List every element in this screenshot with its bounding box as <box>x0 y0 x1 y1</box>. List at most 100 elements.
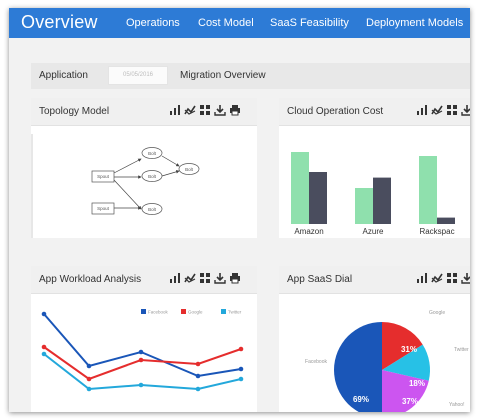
point-twitter-3 <box>138 382 144 388</box>
bar-azure-1 <box>355 188 373 224</box>
nav-cost-model[interactable]: Cost Model <box>198 17 254 29</box>
cloud-cost-card-header: Cloud Operation Cost <box>279 98 470 126</box>
migration-overview-label: Migration Overview <box>180 70 266 81</box>
pie-percent-google: 31% <box>401 345 417 354</box>
cloud-cost-chart: Amazon Azure Rackspac <box>291 152 455 236</box>
point-twitter-5 <box>238 376 244 382</box>
grid-icon[interactable] <box>446 272 458 284</box>
point-google-3 <box>138 357 144 363</box>
line-chart-icon[interactable] <box>431 272 443 284</box>
nav-saas-feasibility[interactable]: SaaS Feasibility <box>270 17 349 29</box>
legend-label-twitter: Twitter <box>228 310 242 315</box>
cloud-cost-title: Cloud Operation Cost <box>287 106 384 117</box>
date-field[interactable]: 05/05/2016 <box>108 66 168 85</box>
download-icon[interactable] <box>461 272 470 284</box>
node-bolt-2[interactable]: Bolt <box>141 170 163 182</box>
bar-amazon-2 <box>309 172 327 224</box>
pie-label-facebook: Facebook <box>305 359 327 365</box>
svg-text:Bolt: Bolt <box>148 174 157 179</box>
saas-dial-title: App SaaS Dial <box>287 274 353 285</box>
line-chart-icon[interactable] <box>431 104 443 116</box>
svg-text:Bolt: Bolt <box>148 151 157 156</box>
saas-dial-card: App SaaS Dial 69% 31% 18% 37% Facebook Google… <box>279 266 470 412</box>
pie-percent-yahoo: 37% <box>402 397 418 406</box>
legend-label-google: Google <box>188 310 203 315</box>
bar-amazon-1 <box>291 152 309 224</box>
cloud-cost-card: Cloud Operation Cost Amazon Azure Rackspac <box>279 98 470 238</box>
node-bolt-4[interactable]: Bolt <box>141 203 163 215</box>
point-facebook-1 <box>41 311 47 317</box>
bar-chart-icon[interactable] <box>416 272 428 284</box>
point-facebook-3 <box>138 349 144 355</box>
bar-chart-icon[interactable] <box>169 272 181 284</box>
download-icon[interactable] <box>214 104 226 116</box>
line-chart-icon[interactable] <box>184 104 196 116</box>
print-icon[interactable] <box>229 272 241 284</box>
saas-dial-toolbar <box>416 272 470 284</box>
bar-category-label: Rackspac <box>419 227 454 236</box>
topology-toolbar <box>169 104 241 116</box>
line-facebook <box>43 313 242 378</box>
download-icon[interactable] <box>214 272 226 284</box>
bar-category-label: Amazon <box>294 227 323 236</box>
workload-title: App Workload Analysis <box>39 274 142 285</box>
workload-card-header: App Workload Analysis <box>31 266 257 294</box>
workload-toolbar <box>169 272 241 284</box>
bar-chart-icon[interactable] <box>416 104 428 116</box>
svg-text:Bolt: Bolt <box>148 207 157 212</box>
bar-category-label: Azure <box>363 227 384 236</box>
point-google-4 <box>195 361 201 367</box>
pie-slice-facebook <box>334 322 382 412</box>
legend-swatch-google <box>181 309 186 314</box>
point-twitter-4 <box>195 386 201 392</box>
point-facebook-2 <box>86 363 92 369</box>
node-spout-2[interactable]: Spout <box>91 202 115 215</box>
saas-dial-chart: 69% 31% 18% 37% Facebook Google Twitter Yahoo! <box>305 310 469 412</box>
svg-text:Spout: Spout <box>97 206 110 211</box>
legend-label-facebook: Facebook <box>148 310 169 315</box>
pie-slice-yahoo <box>382 370 429 412</box>
svg-text:Spout: Spout <box>97 174 110 179</box>
legend-swatch-facebook <box>141 309 146 314</box>
pie-slice-twitter <box>382 344 430 381</box>
page-title: Overview <box>21 12 98 32</box>
nav-operations[interactable]: Operations <box>126 17 180 29</box>
node-bolt-1[interactable]: Bolt <box>141 147 163 159</box>
bar-rackspac-2 <box>437 217 455 224</box>
point-facebook-5 <box>238 366 244 372</box>
topology-diagram: Spout Spout Bolt Bolt Bolt Bolt <box>31 134 200 238</box>
topology-title: Topology Model <box>39 106 110 117</box>
top-navigation-bar: Overview Operations Cost Model SaaS Feas… <box>9 8 470 38</box>
pie-label-twitter: Twitter <box>454 347 469 353</box>
point-google-5 <box>238 346 244 352</box>
app-window: Overview Operations Cost Model SaaS Feas… <box>9 8 470 412</box>
application-label: Application <box>39 70 88 81</box>
node-bolt-3[interactable]: Bolt <box>178 163 200 175</box>
svg-text:Bolt: Bolt <box>185 167 194 172</box>
pie-percent-facebook: 69% <box>353 395 369 404</box>
bar-rackspac-1 <box>419 156 437 224</box>
download-icon[interactable] <box>461 104 470 116</box>
point-google-2 <box>86 376 92 382</box>
saas-dial-card-header: App SaaS Dial <box>279 266 470 294</box>
topology-card-header: Topology Model <box>31 98 257 126</box>
pie-label-google: Google <box>429 310 445 316</box>
workload-card: App Workload Analysis Facebook Google Twit… <box>31 266 257 412</box>
legend-swatch-twitter <box>221 309 226 314</box>
grid-icon[interactable] <box>446 104 458 116</box>
point-twitter-2 <box>86 386 92 392</box>
grid-icon[interactable] <box>199 272 211 284</box>
nav-deployment-models[interactable]: Deployment Models <box>366 17 464 29</box>
application-bar: Application 05/05/2016 Migration Overvie… <box>31 63 470 89</box>
point-twitter-1 <box>41 351 47 357</box>
pie-label-yahoo: Yahoo! <box>449 402 464 408</box>
print-icon[interactable] <box>229 104 241 116</box>
grid-icon[interactable] <box>199 104 211 116</box>
bar-chart-icon[interactable] <box>169 104 181 116</box>
topology-card: Topology Model <box>31 98 257 238</box>
node-spout-1[interactable]: Spout <box>91 170 115 183</box>
bar-azure-2 <box>373 177 391 224</box>
cloud-cost-toolbar <box>416 104 470 116</box>
line-chart-icon[interactable] <box>184 272 196 284</box>
pie-slice-google <box>382 322 423 370</box>
